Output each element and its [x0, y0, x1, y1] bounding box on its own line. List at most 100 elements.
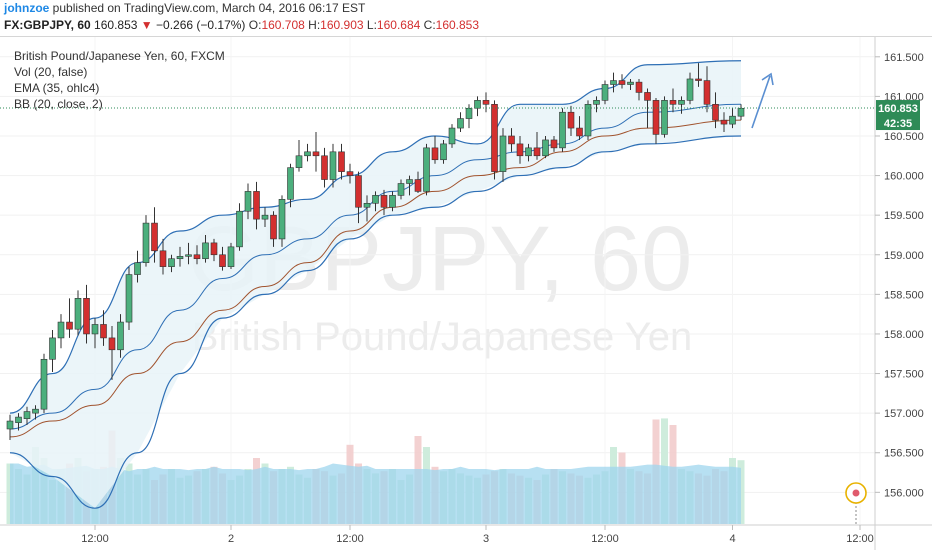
symbol-label[interactable]: FX:GBPJPY, 60 [4, 18, 91, 32]
candle-body [678, 100, 685, 105]
event-marker[interactable] [845, 482, 867, 524]
candle-body [508, 135, 515, 145]
candle-body [440, 143, 447, 161]
low-label: L: [366, 18, 377, 32]
candle-body [686, 78, 694, 101]
candle-body [661, 100, 668, 135]
candle [499, 128, 507, 182]
candle [482, 92, 490, 113]
candle [6, 414, 14, 441]
candles-layer [6, 63, 745, 441]
x-tick-label: 3 [483, 533, 489, 545]
close-label: C: [423, 18, 436, 32]
candle [610, 72, 617, 93]
candle [176, 246, 184, 267]
candle-body [695, 78, 702, 81]
candle [440, 139, 447, 164]
ema-line [9, 119, 742, 438]
candle-body [202, 242, 209, 260]
candle-body [576, 127, 583, 137]
candle-body [236, 210, 243, 248]
author-link[interactable]: johnzoe [4, 1, 50, 15]
candle-body [457, 118, 464, 129]
candle [627, 78, 634, 91]
candle-body [559, 111, 566, 149]
candle-body [117, 321, 124, 351]
candle [593, 96, 600, 113]
watermark-name: British Pound/Japanese Yen [192, 315, 692, 359]
candle [414, 171, 422, 193]
trend-arrow[interactable] [751, 72, 774, 129]
y-tick-label: 156.000 [884, 487, 924, 499]
candle [508, 128, 515, 152]
candle [584, 100, 592, 140]
candle [661, 96, 668, 138]
y-tick-label: 160.500 [884, 131, 924, 143]
candle [142, 215, 150, 267]
candle-body [703, 80, 711, 105]
candle [312, 132, 320, 172]
y-tick-label: 158.000 [884, 329, 924, 341]
candle [66, 298, 73, 338]
candle-body [346, 171, 354, 176]
legend-bollinger[interactable]: BB (20, close, 2) [14, 97, 103, 111]
candle-body [57, 321, 65, 339]
candle-body [83, 298, 90, 335]
candle [210, 238, 218, 262]
last-price-label: 160.853 42:35 [876, 100, 920, 131]
legend-volume[interactable]: Vol (20, false) [14, 65, 88, 79]
candle-body [737, 107, 745, 117]
candle [635, 78, 643, 101]
published-text: published on TradingView.com, March 04, … [52, 1, 366, 15]
candle-body [465, 107, 473, 119]
candle [695, 63, 702, 87]
legend-series[interactable]: British Pound/Japanese Yen, 60, FXCM [14, 49, 225, 63]
candle-body [227, 246, 235, 267]
candle [304, 143, 311, 162]
candle-body [491, 104, 498, 172]
price-change: −0.266 (−0.17%) [156, 18, 246, 32]
candle [227, 242, 235, 270]
candle [389, 191, 396, 212]
candle [261, 207, 269, 228]
candle [491, 100, 498, 180]
candle [117, 314, 124, 358]
y-tick-label: 161.500 [884, 52, 924, 64]
y-tick-label: 159.500 [884, 210, 924, 222]
candle-body [712, 104, 719, 121]
candle-body [219, 254, 226, 267]
candle-body [287, 167, 294, 200]
candle-body [176, 256, 184, 260]
candle [423, 143, 430, 196]
candle-body [338, 151, 345, 172]
candle-body [593, 100, 600, 105]
candle [516, 135, 524, 164]
x-tick-label: 12:00 [336, 533, 364, 545]
candle-body [729, 115, 736, 125]
candle [253, 181, 260, 230]
close-value: 160.853 [435, 18, 480, 32]
candle-body [542, 139, 549, 157]
candle-body [423, 147, 430, 192]
x-tick-label: 12:00 [591, 533, 619, 545]
candle [168, 254, 175, 273]
candle [550, 135, 558, 152]
legend-ema[interactable]: EMA (35, ohlc4) [14, 81, 100, 95]
y-tick-label: 158.500 [884, 289, 924, 301]
candle-body [431, 147, 439, 161]
candle [686, 72, 694, 105]
candle [40, 353, 48, 414]
candle-body [516, 143, 524, 157]
candle [74, 290, 82, 336]
volume-ma-area [10, 463, 741, 524]
candle-body [159, 250, 167, 267]
candle-body [134, 262, 141, 275]
candle [678, 96, 685, 114]
high-label: H: [308, 18, 321, 32]
candle-body [397, 183, 405, 196]
candle [159, 238, 167, 275]
candle-body [380, 195, 388, 208]
candle-body [720, 119, 728, 125]
